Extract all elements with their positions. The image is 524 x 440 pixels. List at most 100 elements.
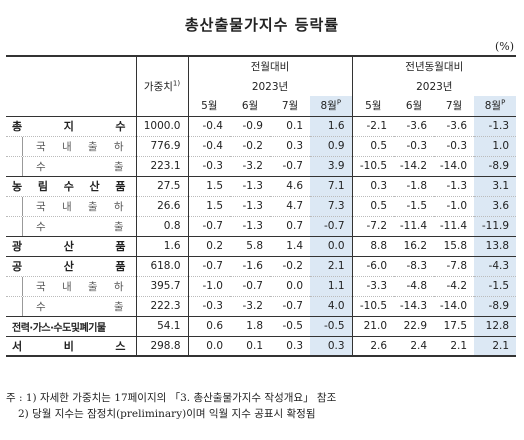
- yoy-cell: -2.1: [352, 115, 395, 136]
- header-yoy: 전년동월대비: [352, 55, 517, 76]
- mom-cell: 0.0: [270, 275, 310, 296]
- weight-cell: 395.7: [136, 275, 189, 296]
- yoy-cell: 2.1: [474, 335, 517, 357]
- mom-cell: -0.7: [230, 275, 270, 296]
- mom-cell: -1.3: [230, 215, 270, 236]
- header-mom-month-3: 8월P: [310, 96, 353, 117]
- table-row: 수 출 0.8 -0.7 -1.3 0.7 -0.7 -7.2 -11.4 -11.4 -11.9: [6, 215, 517, 236]
- mom-cell: 1.6: [310, 115, 353, 136]
- table-row: 전력·가스·수도및폐기물 54.1 0.6 1.8 -0.5 -0.5 21.0 22.9 17…: [6, 315, 517, 336]
- mom-cell: -3.2: [230, 295, 270, 316]
- yoy-cell: 17.5: [434, 315, 475, 336]
- yoy-cell: 21.0: [352, 315, 395, 336]
- yoy-cell: -3.6: [434, 115, 475, 136]
- yoy-cell: 0.3: [352, 175, 395, 196]
- mom-cell: 1.8: [230, 315, 270, 336]
- mom-cell: -0.7: [310, 215, 353, 236]
- mom-cell: 1.4: [270, 235, 310, 256]
- weight-cell: 222.3: [136, 295, 189, 316]
- yoy-cell: -7.8: [434, 255, 475, 276]
- yoy-cell: -8.9: [474, 155, 517, 176]
- yoy-cell: -10.5: [352, 155, 395, 176]
- mom-cell: -0.4: [188, 135, 230, 156]
- weight-cell: 1.6: [136, 235, 189, 256]
- weight-cell: 298.8: [136, 335, 189, 357]
- yoy-cell: -8.9: [474, 295, 517, 316]
- mom-cell: -1.0: [188, 275, 230, 296]
- yoy-cell: 0.5: [352, 195, 395, 216]
- mom-cell: 0.3: [270, 335, 310, 357]
- header-blank: [6, 55, 137, 116]
- weight-cell: 618.0: [136, 255, 189, 276]
- yoy-cell: 3.1: [474, 175, 517, 196]
- yoy-cell: 8.8: [352, 235, 395, 256]
- weight-cell: 0.8: [136, 215, 189, 236]
- yoy-cell: -3.3: [352, 275, 395, 296]
- mom-cell: 0.9: [310, 135, 353, 156]
- mom-cell: 7.1: [310, 175, 353, 196]
- yoy-cell: -14.0: [434, 155, 475, 176]
- yoy-cell: -4.2: [434, 275, 475, 296]
- table-row: 국 내 출 하 776.9 -0.4 -0.2 0.3 0.9 0.5 -0.3 -0.3 1.0: [6, 135, 517, 156]
- header-mom-month-2: 7월: [270, 96, 310, 117]
- mom-cell: 0.7: [270, 215, 310, 236]
- mom-cell: -0.4: [188, 115, 230, 136]
- table-row: 서 비 스 298.8 0.0 0.1 0.3 0.3 2.6 2.4 2.1 2.1: [6, 335, 517, 357]
- mom-cell: 1.5: [188, 195, 230, 216]
- mom-cell: 1.5: [188, 175, 230, 196]
- footnote-1: 주 : 1) 자세한 가중치는 17페이지의 「3. 총산출물가지수 작성개요」…: [6, 392, 337, 404]
- mom-cell: -3.2: [230, 155, 270, 176]
- mom-cell: -1.3: [230, 195, 270, 216]
- index-table: 가중치1) 전월대비 전년동월대비 2023년 2023년 5월 6월 7월 8월P 5…: [6, 55, 517, 357]
- yoy-cell: -7.2: [352, 215, 395, 236]
- yoy-cell: 13.8: [474, 235, 517, 256]
- mom-cell: -0.2: [230, 135, 270, 156]
- yoy-cell: -11.4: [434, 215, 475, 236]
- mom-cell: 0.6: [188, 315, 230, 336]
- yoy-cell: -1.5: [474, 275, 517, 296]
- mom-cell: 4.7: [270, 195, 310, 216]
- mom-cell: 1.1: [310, 275, 353, 296]
- yoy-cell: -0.3: [394, 135, 435, 156]
- table-row: 총 지 수 1000.0 -0.4 -0.9 0.1 1.6 -2.1 -3.6 -3.6 -1.3: [6, 115, 517, 136]
- unit-label: (%): [494, 40, 514, 53]
- yoy-cell: -8.3: [394, 255, 435, 276]
- table-row: 국 내 출 하 395.7 -1.0 -0.7 0.0 1.1 -3.3 -4.8 -4.2 -1.5: [6, 275, 517, 296]
- yoy-cell: -1.8: [394, 175, 435, 196]
- footnote-2: 2) 당월 지수는 잠정치(preliminary)이며 익월 지수 공표시 확…: [18, 408, 316, 420]
- yoy-cell: 2.4: [394, 335, 435, 357]
- header-row-1: 가중치1) 전월대비 전년동월대비: [6, 55, 517, 116]
- mom-cell: -0.3: [188, 155, 230, 176]
- header-mom-month-0: 5월: [188, 96, 230, 117]
- header-yoy-month-0: 5월: [352, 96, 395, 117]
- mom-cell: -0.3: [188, 295, 230, 316]
- category-label: 전력·가스·수도및폐기물: [6, 315, 137, 336]
- yoy-cell: 3.6: [474, 195, 517, 216]
- weight-cell: 776.9: [136, 135, 189, 156]
- yoy-cell: 15.8: [434, 235, 475, 256]
- yoy-cell: -1.5: [394, 195, 435, 216]
- table-row: 국 내 출 하 26.6 1.5 -1.3 4.7 7.3 0.5 -1.5 -1.0 3.6: [6, 195, 517, 216]
- yoy-cell: -11.9: [474, 215, 517, 236]
- weight-cell: 27.5: [136, 175, 189, 196]
- header-row-2: 2023년 2023년: [6, 76, 516, 96]
- header-year-mom: 2023년: [188, 76, 353, 96]
- yoy-cell: -4.3: [474, 255, 517, 276]
- header-mom: 전월대비: [188, 55, 353, 76]
- yoy-cell: -4.8: [394, 275, 435, 296]
- mom-cell: 0.1: [270, 115, 310, 136]
- weight-cell: 54.1: [136, 315, 189, 336]
- yoy-cell: -1.3: [474, 115, 517, 136]
- yoy-cell: -10.5: [352, 295, 395, 316]
- table-row: 수 출 222.3 -0.3 -3.2 -0.7 4.0 -10.5 -14.3 -14.0 -8.…: [6, 295, 517, 316]
- weight-cell: 1000.0: [136, 115, 189, 136]
- yoy-cell: -14.3: [394, 295, 435, 316]
- header-weight: 가중치1): [136, 55, 189, 116]
